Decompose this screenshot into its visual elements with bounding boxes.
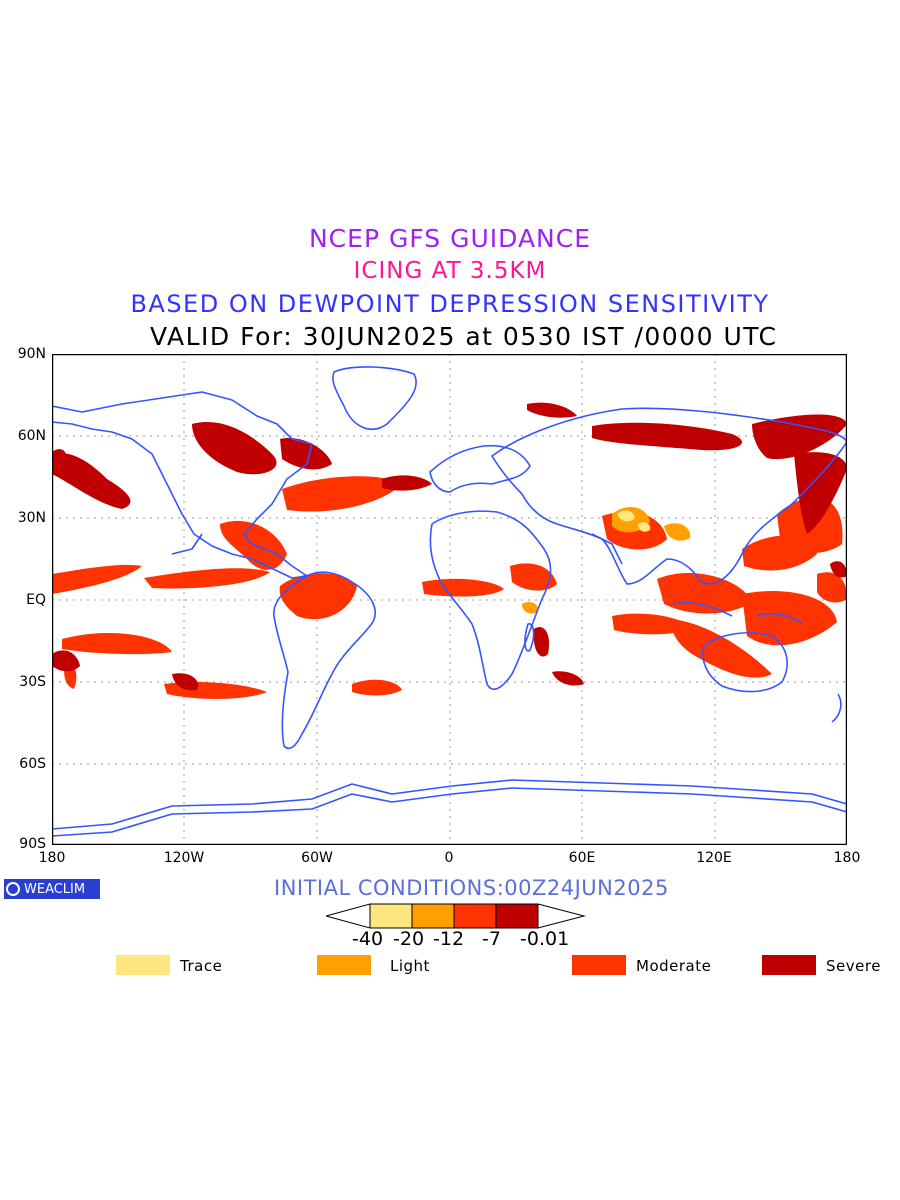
colorbar-tick-4: -7: [482, 928, 501, 950]
lat-label-30n: 30N: [17, 510, 46, 526]
lon-label-180e: 180: [833, 850, 861, 866]
legend-label-severe: Severe: [826, 957, 881, 975]
colorbar-box-severe: [495, 903, 539, 929]
chart-title: NCEP GFS GUIDANCE: [308, 224, 591, 253]
initial-conditions-label: INITIAL CONDITIONS:00Z24JUN2025: [274, 876, 669, 900]
colorbar-box-trace: [369, 903, 413, 929]
colorbar: [326, 903, 586, 929]
icing-severe-areas: [52, 402, 847, 691]
chart-subtitle-level: ICING AT 3.5KM: [353, 258, 547, 284]
colorbar-low-arrow: [326, 903, 371, 929]
coastlines: [52, 366, 847, 837]
legend-label-light: Light: [390, 957, 430, 975]
valid-time-label: VALID For: 30JUN2025 at 0530 IST /0000 U…: [150, 322, 778, 351]
legend-swatch-light: [317, 955, 371, 975]
lon-label-120w: 120W: [163, 850, 205, 866]
lat-label-90s: 90S: [19, 836, 46, 852]
colorbar-high-arrow: [537, 903, 586, 929]
lat-label-60s: 60S: [19, 756, 46, 772]
map-frame: [52, 354, 847, 845]
lat-label-60n: 60N: [17, 428, 46, 444]
lat-label-90n: 90N: [17, 346, 46, 362]
legend-swatch-moderate: [572, 955, 626, 975]
colorbar-box-light: [411, 903, 455, 929]
legend-label-trace: Trace: [180, 957, 223, 975]
legend-swatch-severe: [762, 955, 816, 975]
lon-label-0: 0: [444, 850, 454, 866]
icing-trace-areas: [617, 510, 651, 532]
weaclim-logo: WEACLIM: [4, 879, 100, 899]
lon-label-60e: 60E: [568, 850, 596, 866]
brand-label: WEACLIM: [24, 881, 86, 897]
colorbar-tick-3: -12: [433, 928, 465, 950]
lat-label-30s: 30S: [19, 674, 46, 690]
legend-label-moderate: Moderate: [636, 957, 712, 975]
colorbar-box-moderate: [453, 903, 497, 929]
weaclim-logo-icon: [6, 882, 20, 896]
lon-label-60w: 60W: [301, 850, 333, 866]
chart-subtitle-method: BASED ON DEWPOINT DEPRESSION SENSITIVITY: [130, 290, 770, 318]
legend-swatch-trace: [116, 955, 170, 975]
colorbar-tick-1: -40: [352, 928, 384, 950]
colorbar-tick-2: -20: [393, 928, 425, 950]
lon-label-120e: 120E: [696, 850, 732, 866]
lon-label-180w: 180: [38, 850, 66, 866]
world-icing-map: [52, 354, 847, 845]
lat-label-eq: EQ: [26, 592, 46, 608]
colorbar-tick-5: -0.01: [520, 928, 570, 950]
